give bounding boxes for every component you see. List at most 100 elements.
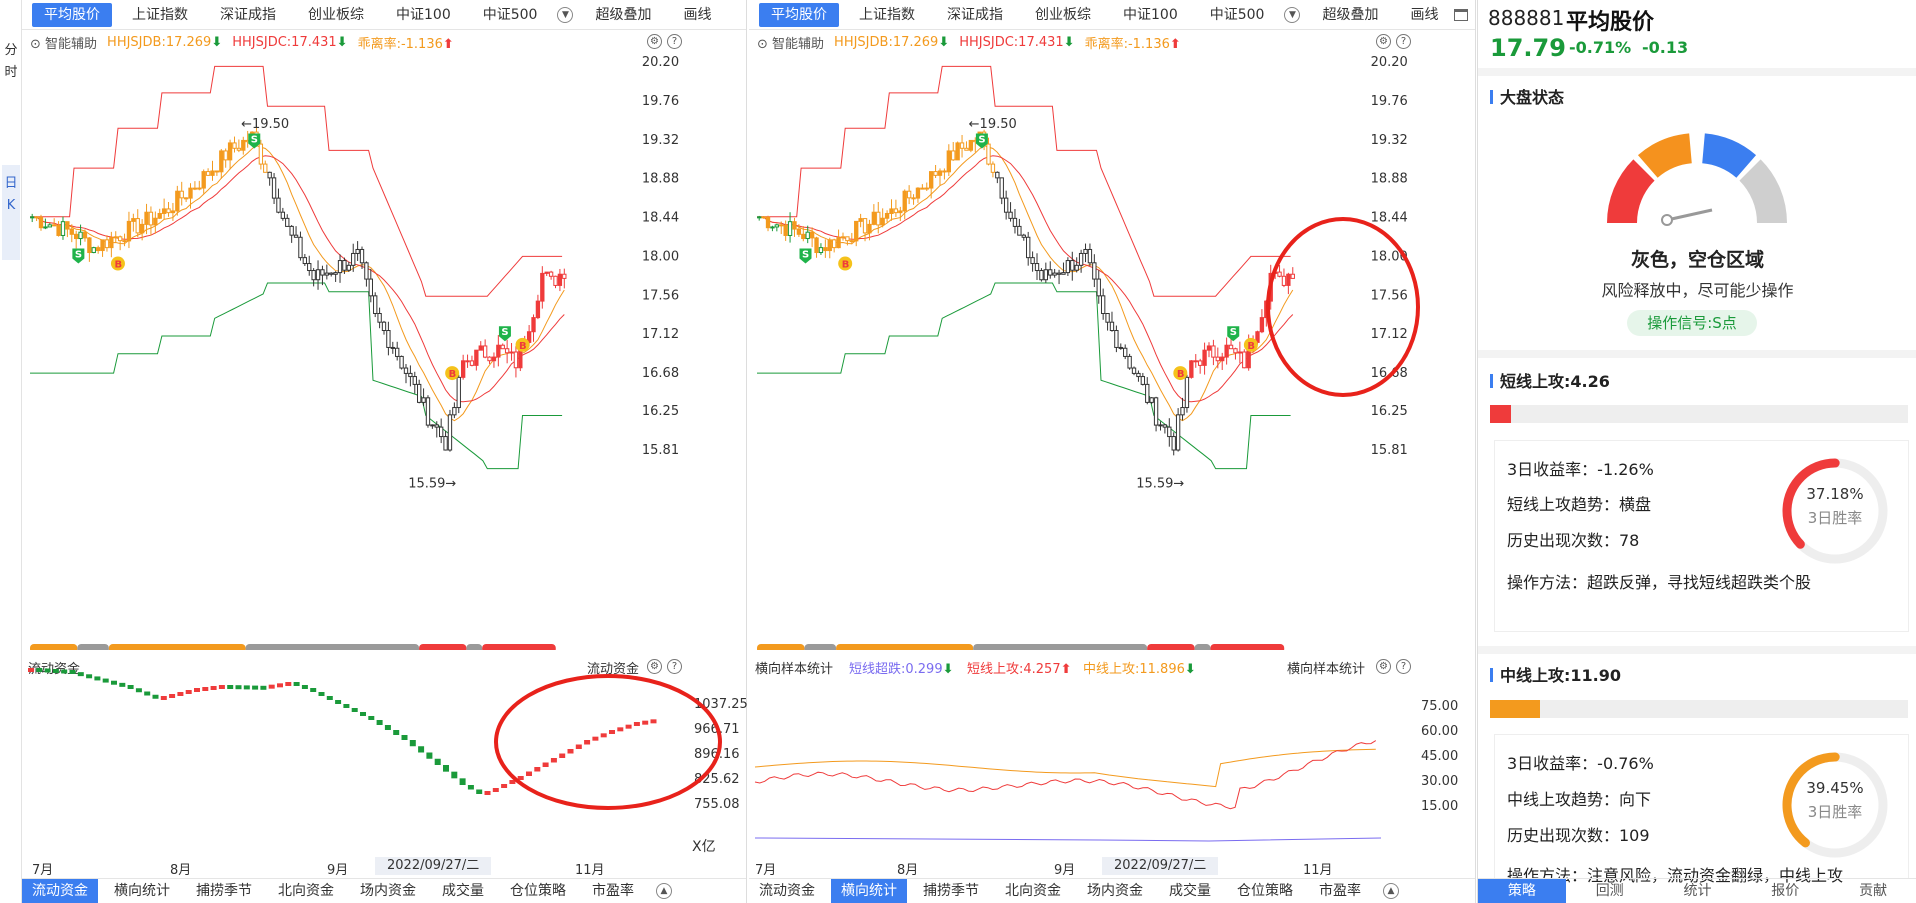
chevron-down-icon[interactable]: ▼ [557,6,574,23]
candle-body [1065,260,1071,274]
candle-body [412,376,417,385]
candle-body [1153,397,1159,426]
candle-body [469,360,475,366]
candle-body [513,351,519,369]
state-strip-segment [108,644,246,650]
tab-sh-index[interactable]: 上证指数 [132,6,188,23]
short-attack-title: 短线上攻:4.26 [1490,368,1610,392]
help-icon[interactable]: ? [1396,34,1411,49]
fund-bar [451,771,458,779]
settings-icon[interactable]: ⚙ [1376,659,1391,674]
tab-volume[interactable]: 成交量 [1169,883,1211,899]
fund-bar [534,767,541,772]
candle-body [765,216,771,229]
tab-gem[interactable]: 创业板综 [308,6,364,23]
chevron-up-icon[interactable]: ▲ [1383,883,1399,899]
help-icon[interactable]: ? [667,659,682,674]
chevron-down-icon[interactable]: ▼ [1284,6,1301,23]
tab-sz-index[interactable]: 深证成指 [220,6,276,23]
tab-csi100[interactable]: 中证100 [396,6,451,23]
price-tick-label: 18.88 [642,172,679,187]
candle-body [1034,263,1040,272]
candle-body [122,240,127,243]
tab-fund-flow[interactable]: 流动资金 [759,883,815,899]
tab-draw-line[interactable]: 画线 [683,6,712,23]
candle-body [1189,360,1194,378]
tab-position[interactable]: 仓位策略 [510,883,566,899]
candle-body [117,236,123,242]
candle-body [929,171,934,189]
candle-body [390,346,395,349]
tab-fund-flow[interactable]: 流动资金 [22,879,98,903]
indicator-row: ⊙ 智能辅助 HHJSJDB:17.269⬇ HHJSJDC:17.431⬇ 乖… [757,33,1191,52]
tab-gem[interactable]: 创业板综 [1035,6,1091,23]
tab-backtest[interactable]: 回测 [1595,883,1624,899]
fund-bar [609,730,615,734]
fund-bar [243,685,250,690]
tab-cross-stats[interactable]: 横向统计 [831,879,907,903]
tab-csi100[interactable]: 中证100 [1123,6,1178,23]
settings-icon[interactable]: ⚙ [647,34,662,49]
tab-avg-price[interactable]: 平均股价 [759,2,839,27]
tab-sh-index[interactable]: 上证指数 [859,6,915,23]
tab-northbound[interactable]: 北向资金 [278,883,334,899]
candle-body [1202,349,1207,366]
tab-onfloor-fund[interactable]: 场内资金 [360,883,416,899]
settings-icon[interactable]: ⚙ [647,659,662,674]
tab-fishing-season[interactable]: 捕捞季节 [923,883,979,899]
fund-bar [227,685,234,689]
tab-sz-index[interactable]: 深证成指 [947,6,1003,23]
help-icon[interactable]: ? [667,34,682,49]
candle-body [986,143,991,165]
candle-body [478,345,483,351]
candle-body [377,312,382,323]
tab-draw-line[interactable]: 画线 [1410,6,1439,23]
candle-body [267,171,272,179]
collapse-panel-icon[interactable] [1454,8,1469,21]
candle-body [889,208,894,214]
candle-body [1083,248,1088,254]
tab-position[interactable]: 仓位策略 [1237,883,1293,899]
highlight-circle [494,674,722,810]
candle-body [1078,252,1084,266]
assist-toggle[interactable]: ⊙ 智能辅助 [30,36,98,52]
candle-body [417,383,422,403]
tab-fenshi[interactable]: 分时 [4,43,18,80]
fund-bar [119,682,126,687]
chevron-up-icon[interactable]: ▲ [656,883,672,899]
settings-icon[interactable]: ⚙ [1376,34,1391,49]
fund-bar [426,752,433,759]
tab-quote[interactable]: 报价 [1771,883,1800,899]
tab-volume[interactable]: 成交量 [442,883,484,899]
tab-csi500[interactable]: 中证500 [1209,6,1265,23]
sell-signal-icon [799,248,812,264]
tab-strategy[interactable]: 策略 [1478,879,1566,903]
help-icon[interactable]: ? [1396,659,1411,674]
candle-body [421,397,426,403]
tab-onfloor-fund[interactable]: 场内资金 [1087,883,1143,899]
sell-signal-label: S [75,249,82,260]
tab-rik[interactable]: 日K [2,165,20,260]
tab-pe[interactable]: 市盈率 [1319,883,1361,899]
candle-body [496,344,501,358]
candle-body [271,177,277,199]
tab-super-overlay[interactable]: 超级叠加 [1322,6,1379,23]
candle-body [836,237,841,249]
tab-northbound[interactable]: 北向资金 [1005,883,1061,899]
candle-body [91,247,96,254]
candle-body [465,360,470,363]
tab-super-overlay[interactable]: 超级叠加 [595,6,652,23]
tab-avg-price[interactable]: 平均股价 [32,2,112,27]
tab-csi500[interactable]: 中证500 [482,6,538,23]
tab-statistics[interactable]: 统计 [1683,883,1712,899]
candle-body [482,345,488,358]
candle-body [38,216,44,229]
tab-cross-stats[interactable]: 横向统计 [114,883,170,899]
tab-pe[interactable]: 市盈率 [592,883,634,899]
buy-signal-icon [1243,337,1258,352]
ma-long-line [759,155,1294,403]
tab-contribution[interactable]: 贡献 [1859,883,1888,899]
assist-toggle[interactable]: ⊙ 智能辅助 [757,36,825,52]
tab-fishing-season[interactable]: 捕捞季节 [196,883,252,899]
stats-axis-label: 30.00 [1421,774,1458,789]
